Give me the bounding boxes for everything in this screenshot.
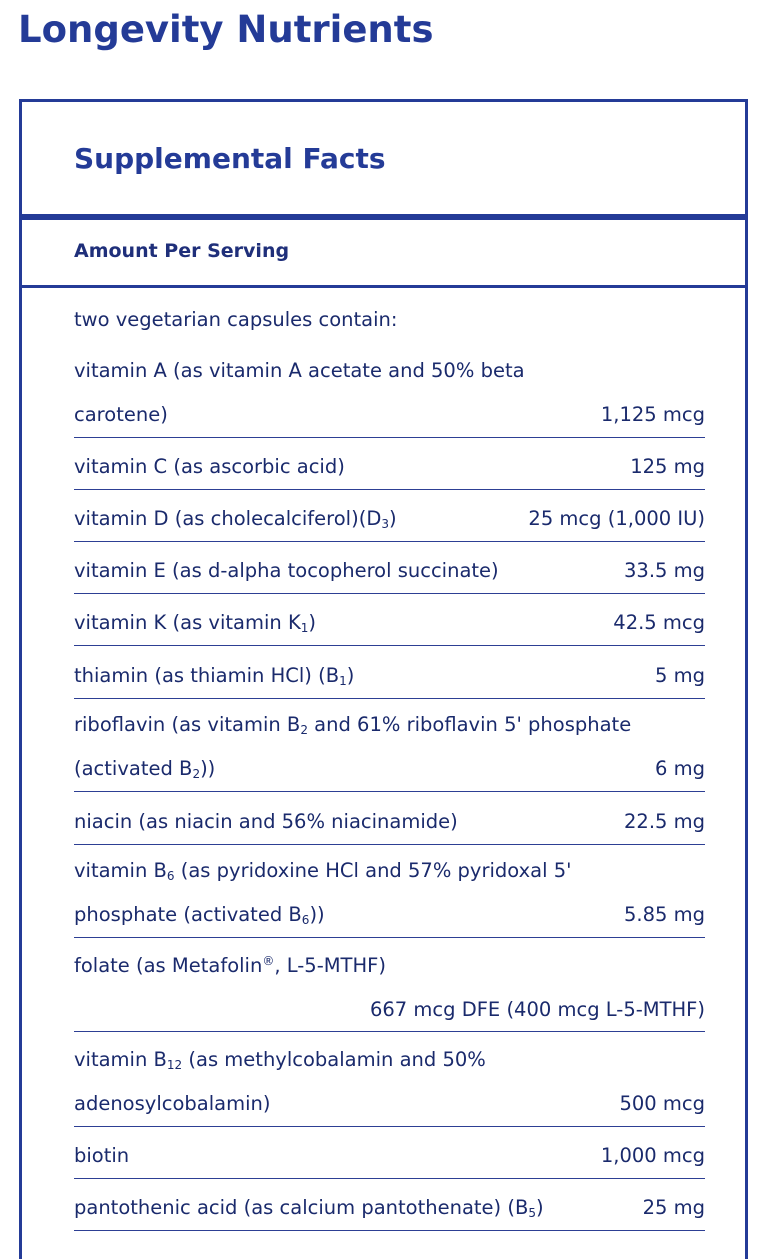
nutrient-amount: 500 mcg	[619, 1092, 705, 1115]
nutrient-amount: 125 mg	[630, 455, 705, 478]
nutrient-name: biotin	[74, 1144, 130, 1167]
serving-intro: two vegetarian capsules contain:	[74, 308, 398, 331]
nutrient-name: vitamin C (as ascorbic acid)	[74, 455, 345, 478]
nutrient-row-thiamin: thiamin (as thiamin HCl) (B1) 5 mg	[74, 646, 705, 699]
nutrient-name: folate (as Metafolin®, L-5-MTHF)	[74, 954, 386, 977]
page-title: Longevity Nutrients	[18, 8, 434, 51]
nutrient-amount: 33.5 mg	[624, 559, 705, 582]
nutrient-amount: 22.5 mg	[624, 810, 705, 833]
nutrient-amount: 1,000 mcg	[600, 1144, 705, 1167]
nutrient-amount: 25 mcg (1,000 IU)	[528, 507, 705, 530]
nutrient-name: vitamin D (as cholecalciferol)(D3)	[74, 507, 397, 531]
nutrient-row-pantothenic-acid: pantothenic acid (as calcium pantothenat…	[74, 1179, 705, 1231]
nutrient-row-vitamin-d: vitamin D (as cholecalciferol)(D3) 25 mc…	[74, 490, 705, 542]
supplement-facts-panel: Supplemental Facts Amount Per Serving tw…	[19, 99, 748, 1259]
nutrient-name: vitamin A (as vitamin A acetate and 50% …	[74, 359, 525, 426]
nutrient-name: pantothenic acid (as calcium pantothenat…	[74, 1196, 544, 1220]
nutrient-amount: 667 mcg DFE (400 mcg L-5-MTHF)	[369, 998, 705, 1021]
nutrient-row-folate: folate (as Metafolin®, L-5-MTHF) 667 mcg…	[74, 938, 705, 1032]
nutrient-name: riboflavin (as vitamin B2 and 61% ribofl…	[74, 713, 632, 781]
nutrient-amount: 1,125 mcg	[600, 403, 705, 426]
nutrient-name: thiamin (as thiamin HCl) (B1)	[74, 664, 355, 688]
amount-per-serving-label: Amount Per Serving	[74, 240, 290, 262]
thick-divider	[22, 214, 745, 220]
nutrient-amount: 25 mg	[642, 1196, 705, 1219]
nutrient-row-vitamin-k: vitamin K (as vitamin K1) 42.5 mcg	[74, 594, 705, 646]
nutrient-name: vitamin K (as vitamin K1)	[74, 611, 316, 635]
nutrient-row-niacin: niacin (as niacin and 56% niacinamide) 2…	[74, 792, 705, 845]
nutrient-row-vitamin-b6: vitamin B6 (as pyridoxine HCl and 57% py…	[74, 845, 705, 938]
nutrient-name: vitamin E (as d-alpha tocopherol succina…	[74, 559, 499, 582]
nutrient-name: vitamin B6 (as pyridoxine HCl and 57% py…	[74, 859, 572, 927]
nutrient-name: niacin (as niacin and 56% niacinamide)	[74, 810, 458, 833]
nutrient-row-vitamin-c: vitamin C (as ascorbic acid) 125 mg	[74, 438, 705, 490]
section-divider	[22, 285, 745, 288]
nutrient-row-vitamin-b12: vitamin B12 (as methylcobalamin and 50% …	[74, 1032, 705, 1127]
nutrient-row-vitamin-a: vitamin A (as vitamin A acetate and 50% …	[74, 350, 705, 438]
nutrient-amount: 42.5 mcg	[613, 611, 705, 634]
nutrient-amount: 5.85 mg	[624, 903, 705, 926]
nutrient-amount: 6 mg	[655, 757, 705, 780]
nutrient-amount: 5 mg	[655, 664, 705, 687]
nutrient-row-riboflavin: riboflavin (as vitamin B2 and 61% ribofl…	[74, 699, 705, 792]
facts-title: Supplemental Facts	[74, 142, 386, 175]
nutrient-name: vitamin B12 (as methylcobalamin and 50% …	[74, 1048, 486, 1115]
nutrient-row-biotin: biotin 1,000 mcg	[74, 1127, 705, 1179]
nutrient-list: two vegetarian capsules contain: vitamin…	[74, 288, 705, 1231]
nutrient-row-vitamin-e: vitamin E (as d-alpha tocopherol succina…	[74, 542, 705, 594]
